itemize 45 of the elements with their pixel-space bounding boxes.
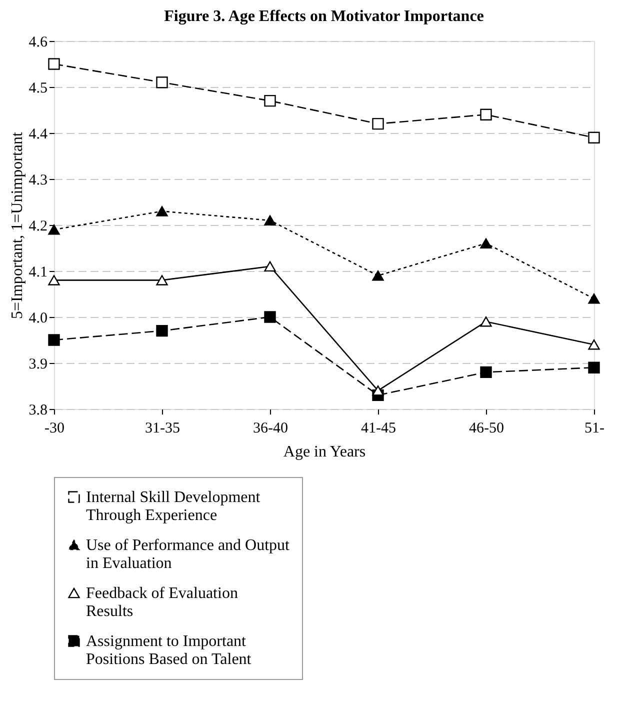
x-tick-label: 31-35 bbox=[145, 420, 180, 436]
y-tick-label: 4.3 bbox=[28, 172, 48, 188]
point bbox=[156, 206, 168, 216]
legend-label: Use of Performance and Output in Evaluation bbox=[86, 537, 290, 572]
x-tick-label: 51- bbox=[584, 420, 604, 436]
y-tick-label: 4.5 bbox=[28, 80, 48, 96]
legend-label: Internal Skill Development Through Experience bbox=[86, 489, 261, 524]
point bbox=[156, 275, 168, 286]
point bbox=[48, 334, 60, 346]
point bbox=[372, 385, 384, 396]
point bbox=[156, 76, 168, 88]
chart-title: Figure 3. Age Effects on Motivator Importance bbox=[164, 8, 484, 25]
y-tick-label: 4.0 bbox=[28, 310, 48, 326]
point bbox=[588, 339, 600, 350]
point bbox=[264, 261, 276, 272]
y-tick-label: 4.6 bbox=[28, 34, 48, 50]
point bbox=[480, 316, 492, 327]
point bbox=[588, 362, 600, 374]
point bbox=[48, 275, 60, 286]
point bbox=[588, 132, 600, 144]
point bbox=[588, 293, 600, 304]
x-axis-title: Age in Years bbox=[283, 444, 366, 460]
point bbox=[372, 270, 384, 281]
point bbox=[264, 94, 276, 107]
point bbox=[480, 238, 492, 249]
point bbox=[372, 118, 384, 130]
y-tick-label: 4.1 bbox=[28, 264, 48, 280]
x-tick-label: -30 bbox=[44, 420, 64, 436]
point bbox=[264, 311, 276, 323]
point bbox=[264, 215, 276, 226]
point bbox=[480, 366, 492, 378]
x-tick-label: 46-50 bbox=[469, 420, 504, 436]
point bbox=[48, 58, 60, 70]
y-tick-label: 3.8 bbox=[28, 402, 48, 418]
y-tick-label: 4.2 bbox=[28, 218, 48, 234]
x-tick-label: 36-40 bbox=[253, 420, 288, 436]
point bbox=[480, 108, 492, 120]
point bbox=[156, 324, 168, 337]
y-tick-label: 4.4 bbox=[28, 126, 48, 142]
x-tick-label: 41-45 bbox=[361, 420, 396, 436]
point bbox=[48, 224, 60, 235]
y-tick-label: 3.9 bbox=[28, 356, 48, 372]
legend-label: Assignment to Important Positions Based on Talent bbox=[86, 633, 252, 668]
legend-label: Feedback of Evaluation Results bbox=[86, 585, 238, 620]
y-axis-title: 5=Important, 1=Unimportant bbox=[8, 131, 26, 319]
